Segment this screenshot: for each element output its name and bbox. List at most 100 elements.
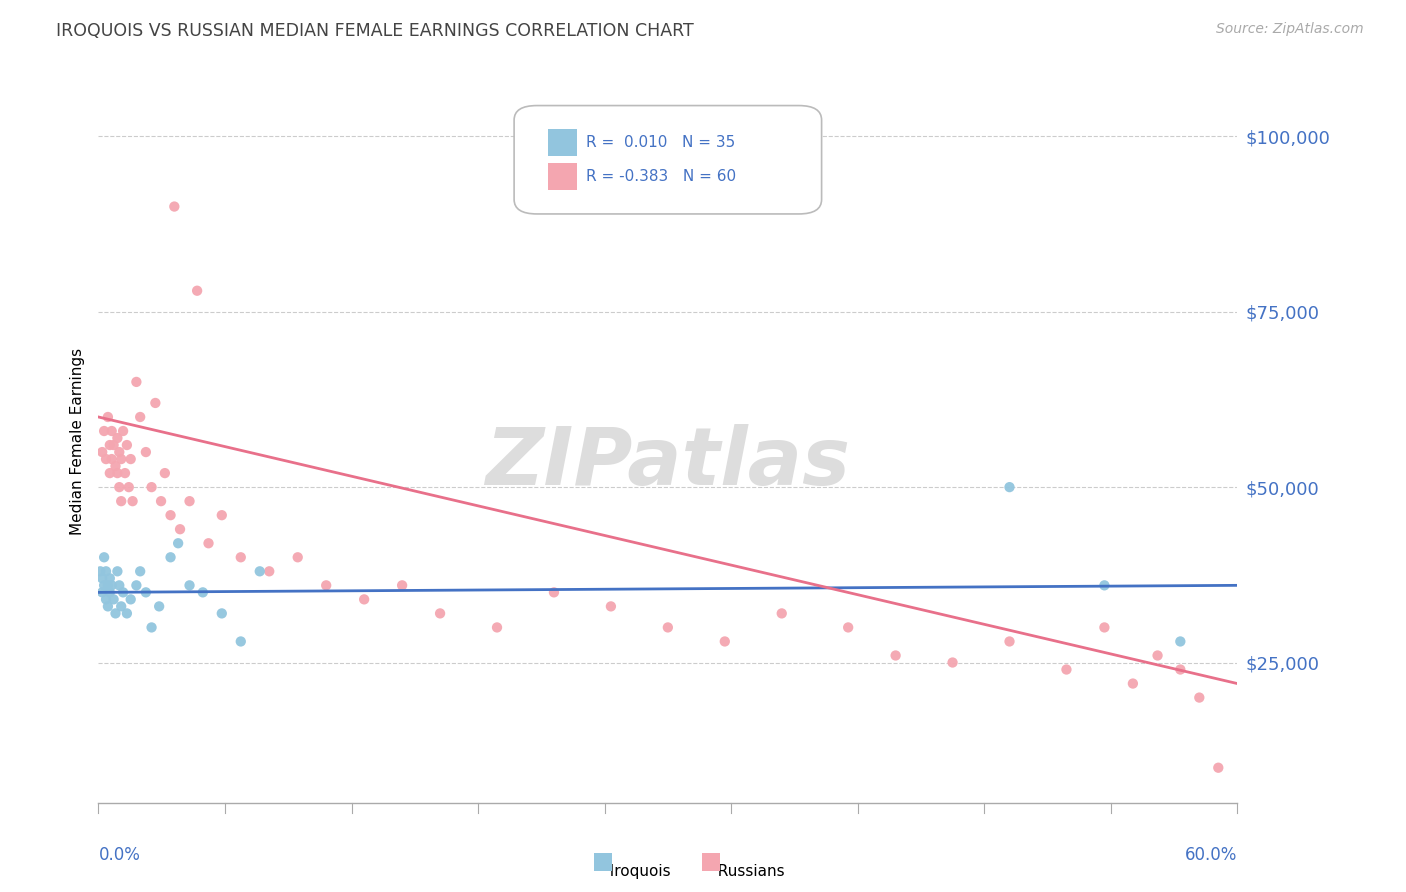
Point (94, 592, 117, 607)
Text: 60.0%: 60.0% (1185, 847, 1237, 864)
Point (91, 571, 114, 585)
Point (108, 445, 131, 459)
Point (114, 466, 136, 480)
Point (94, 452, 117, 467)
Text: IROQUOIS VS RUSSIAN MEDIAN FEMALE EARNINGS CORRELATION CHART: IROQUOIS VS RUSSIAN MEDIAN FEMALE EARNIN… (56, 22, 695, 40)
Point (837, 620, 859, 634)
Point (89, 564, 111, 578)
Point (100, 452, 122, 467)
Point (197, 536, 219, 550)
Point (100, 424, 122, 438)
Text: R = -0.383   N = 60: R = -0.383 N = 60 (586, 169, 735, 184)
Point (159, 550, 181, 565)
Point (600, 599, 623, 614)
Point (229, 550, 252, 565)
Y-axis label: Median Female Earnings: Median Female Earnings (69, 348, 84, 535)
Point (153, 466, 176, 480)
Point (115, 607, 138, 621)
Point (135, 585, 157, 599)
Point (429, 607, 451, 621)
Point (942, 656, 965, 670)
Point (121, 494, 143, 508)
Point (97, 409, 120, 424)
Point (107, 431, 129, 445)
Text: Iroquois: Iroquois (599, 864, 671, 880)
Point (353, 592, 375, 607)
Point (186, 284, 208, 298)
Point (110, 452, 132, 467)
Point (103, 438, 125, 452)
Point (167, 536, 190, 550)
Point (163, 200, 186, 214)
Point (1170, 634, 1192, 648)
Point (129, 409, 152, 424)
Point (1188, 690, 1211, 705)
Point (110, 599, 132, 614)
Point (179, 578, 201, 592)
Point (1146, 648, 1168, 663)
Point (98, 585, 121, 599)
Point (112, 585, 135, 599)
Point (129, 564, 152, 578)
Point (1056, 663, 1078, 677)
Point (94, 564, 117, 578)
Point (1208, 761, 1230, 775)
Point (97, 578, 120, 592)
Point (118, 480, 141, 494)
Point (1094, 620, 1116, 634)
Bar (548, 128, 576, 156)
Point (112, 424, 135, 438)
Point (770, 607, 793, 621)
Point (1094, 578, 1116, 592)
Point (884, 648, 907, 663)
Point (103, 592, 125, 607)
Point (110, 494, 132, 508)
Point (391, 578, 413, 592)
Point (249, 564, 271, 578)
Point (169, 522, 191, 536)
Point (120, 592, 142, 607)
Point (1122, 676, 1144, 690)
Text: Russians: Russians (707, 864, 785, 880)
Point (93, 578, 115, 592)
Point (91, 585, 114, 599)
Point (93, 550, 115, 565)
Point (107, 564, 129, 578)
Point (141, 620, 163, 634)
Point (93, 424, 115, 438)
Point (107, 466, 129, 480)
Point (543, 585, 565, 599)
Point (229, 634, 252, 648)
Point (259, 564, 281, 578)
Bar (593, 854, 612, 871)
Bar (702, 854, 720, 871)
Point (141, 480, 163, 494)
Point (315, 578, 337, 592)
Point (148, 599, 170, 614)
Point (159, 508, 181, 523)
Point (115, 438, 138, 452)
Point (150, 494, 173, 508)
Point (145, 396, 167, 410)
Text: Source: ZipAtlas.com: Source: ZipAtlas.com (1216, 22, 1364, 37)
Point (287, 550, 309, 565)
Point (1170, 663, 1192, 677)
Point (125, 375, 148, 389)
Point (97, 599, 120, 614)
Point (98, 571, 121, 585)
Text: R =  0.010   N = 35: R = 0.010 N = 35 (586, 135, 735, 150)
Point (98, 438, 121, 452)
Point (998, 480, 1021, 494)
Point (191, 585, 214, 599)
Point (135, 445, 157, 459)
Text: ZIPatlas: ZIPatlas (485, 425, 851, 502)
Text: 0.0%: 0.0% (98, 847, 141, 864)
Point (211, 508, 233, 523)
Point (179, 494, 201, 508)
Point (120, 452, 142, 467)
Bar (548, 162, 576, 190)
Point (108, 578, 131, 592)
Point (211, 607, 233, 621)
Point (91, 445, 114, 459)
Point (998, 634, 1021, 648)
